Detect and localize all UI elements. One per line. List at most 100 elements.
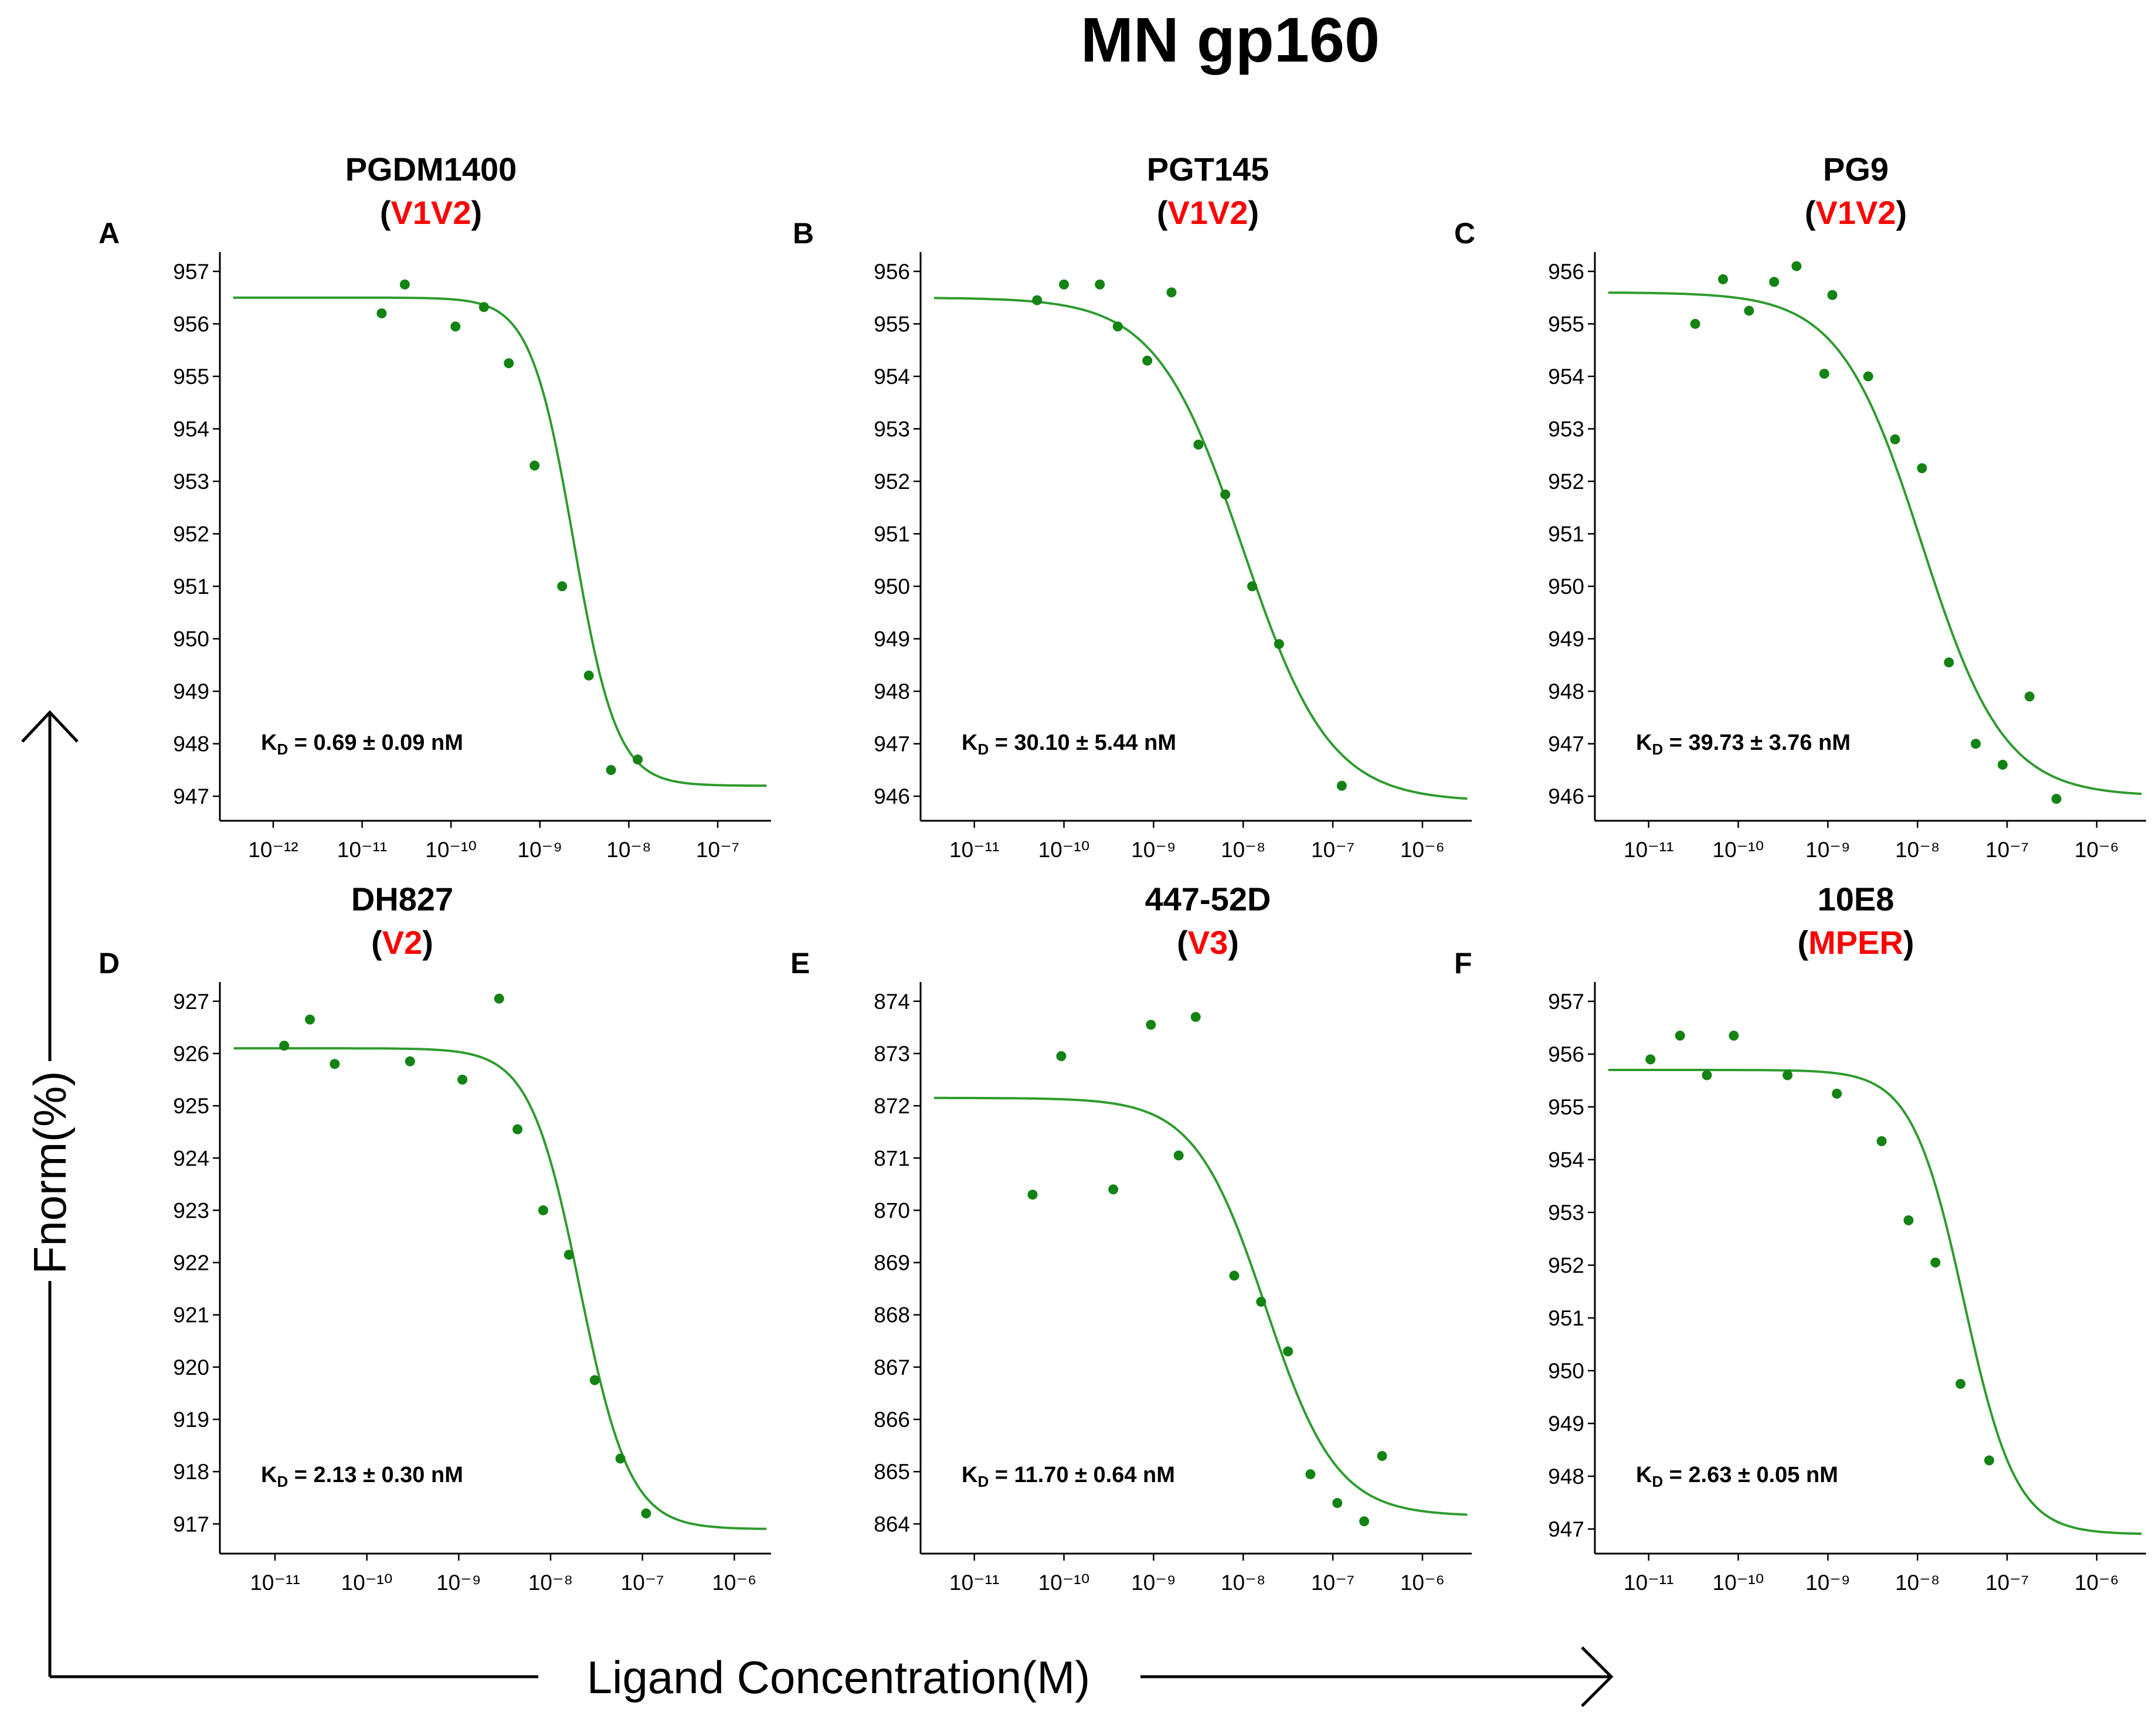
data-point <box>450 321 461 332</box>
y-tick-label: 869 <box>874 1251 910 1275</box>
x-tick-label: 10⁻¹¹ <box>250 1571 300 1595</box>
antibody-title: 447-52D <box>1145 881 1271 918</box>
data-point <box>1274 639 1284 650</box>
global-y-axis: Fnorm(%) <box>21 710 79 1677</box>
y-tick-label: 951 <box>173 575 209 599</box>
y-tick-label: 952 <box>173 522 209 546</box>
x-tick-label: 10⁻¹¹ <box>949 838 999 862</box>
x-tick-label: 10⁻¹¹ <box>949 1571 999 1595</box>
y-tick-label: 950 <box>874 575 910 599</box>
x-tick-label: 10⁻¹⁰ <box>1713 838 1764 862</box>
region-name: V2 <box>382 924 423 961</box>
data-point <box>1059 279 1069 290</box>
data-point <box>1283 1346 1293 1357</box>
x-tick-label: 10⁻⁹ <box>518 838 563 862</box>
data-point <box>1032 295 1043 305</box>
panel-letter: D <box>99 947 120 980</box>
y-tick-label: 946 <box>874 784 910 808</box>
data-point <box>1729 1031 1739 1041</box>
data-point <box>1247 581 1258 592</box>
data-point <box>615 1453 626 1464</box>
antibody-title: PGT145 <box>1147 151 1269 188</box>
x-tick-label: 10⁻⁸ <box>1221 838 1265 862</box>
data-point <box>1146 1020 1156 1030</box>
data-point <box>538 1205 548 1215</box>
chart-panel-b: B PGT145 (V1V2) 946 947 948 949 950 951 952 953 954… <box>793 151 1472 862</box>
y-tick-label: 951 <box>1548 522 1584 546</box>
chart-panel-a: A PGDM1400 (V1V2) 947 948 949 950 951 952 953 954 9… <box>99 151 771 862</box>
data-point <box>494 993 504 1004</box>
data-point <box>1108 1184 1119 1195</box>
y-tick-label: 948 <box>1548 1464 1584 1489</box>
figure-title: MN gp160 <box>1081 4 1380 75</box>
x-axis-label: Ligand Concentration(M) <box>587 1652 1090 1703</box>
y-tick-label: 947 <box>1548 1517 1584 1541</box>
panel-letter: E <box>790 947 810 980</box>
y-tick-label: 918 <box>173 1460 209 1484</box>
region-label: (V1V2) <box>1157 194 1259 231</box>
data-point <box>376 308 387 319</box>
data-point <box>1917 463 1927 474</box>
panel-letter: F <box>1454 947 1472 980</box>
y-tick-label: 949 <box>173 679 209 704</box>
data-point <box>1190 1012 1201 1022</box>
y-axis-label: Fnorm(%) <box>24 1071 76 1275</box>
x-tick-label: 10⁻⁸ <box>1895 1571 1940 1595</box>
data-point <box>583 670 594 681</box>
kd-annotation: KD = 30.10 ± 5.44 nM <box>962 730 1176 758</box>
y-tick-label: 955 <box>1548 1095 1584 1119</box>
x-tick-label: 10⁻⁷ <box>1311 1571 1354 1595</box>
panel-letter: A <box>99 217 120 250</box>
y-tick-label: 874 <box>874 990 910 1014</box>
data-point <box>1690 318 1700 329</box>
y-tick-label: 952 <box>874 470 910 494</box>
x-tick-label: 10⁻⁸ <box>1895 838 1940 862</box>
y-tick-label: 920 <box>173 1355 209 1379</box>
fit-curve <box>933 297 1468 800</box>
data-point <box>1256 1296 1267 1307</box>
data-point <box>399 279 410 290</box>
y-tick-label: 955 <box>173 365 209 389</box>
kd-annotation: KD = 2.13 ± 0.30 nM <box>261 1463 463 1490</box>
y-tick-label: 951 <box>874 522 910 546</box>
data-point <box>633 754 643 764</box>
kd-annotation: KD = 39.73 ± 3.76 nM <box>1636 730 1851 758</box>
y-tick-label: 954 <box>1548 1148 1584 1172</box>
data-point <box>405 1056 415 1066</box>
x-tick-label: 10⁻¹¹ <box>337 838 387 862</box>
data-point <box>1220 489 1231 499</box>
x-tick-label: 10⁻⁹ <box>1131 838 1176 862</box>
y-tick-label: 868 <box>874 1303 910 1327</box>
data-point <box>1702 1070 1712 1080</box>
data-point <box>1332 1498 1343 1508</box>
region-name: V1V2 <box>391 194 471 231</box>
data-point <box>1095 279 1105 290</box>
data-point <box>504 358 514 369</box>
region-name: V1V2 <box>1816 194 1896 231</box>
region-label: (V1V2) <box>1805 194 1907 231</box>
antibody-title: PG9 <box>1823 151 1889 188</box>
data-point <box>1336 780 1347 791</box>
y-tick-label: 953 <box>1548 1201 1584 1225</box>
y-tick-label: 947 <box>173 784 209 808</box>
y-tick-label: 955 <box>1548 312 1584 336</box>
data-point <box>1890 434 1900 444</box>
y-tick-label: 954 <box>1548 365 1584 389</box>
x-tick-label: 10⁻¹¹ <box>1624 838 1673 862</box>
y-tick-label: 953 <box>173 470 209 494</box>
y-tick-label: 919 <box>173 1408 209 1432</box>
x-tick-label: 10⁻⁸ <box>1221 1571 1265 1595</box>
y-tick-label: 947 <box>1548 732 1584 756</box>
data-point <box>1791 261 1802 271</box>
y-tick-label: 924 <box>173 1146 209 1170</box>
fit-curve <box>933 1096 1468 1516</box>
chart-panel-c: C PG9 (V1V2) 946 947 948 949 950 951 952 953 954 955… <box>1454 151 2146 862</box>
data-point <box>1903 1215 1914 1225</box>
data-point <box>1876 1136 1887 1146</box>
x-tick-label: 10⁻⁹ <box>1805 838 1851 862</box>
data-point <box>1769 277 1780 287</box>
data-point <box>330 1059 340 1069</box>
data-point <box>1819 368 1829 379</box>
y-tick-label: 954 <box>173 417 209 441</box>
panel-letter: B <box>793 217 814 250</box>
